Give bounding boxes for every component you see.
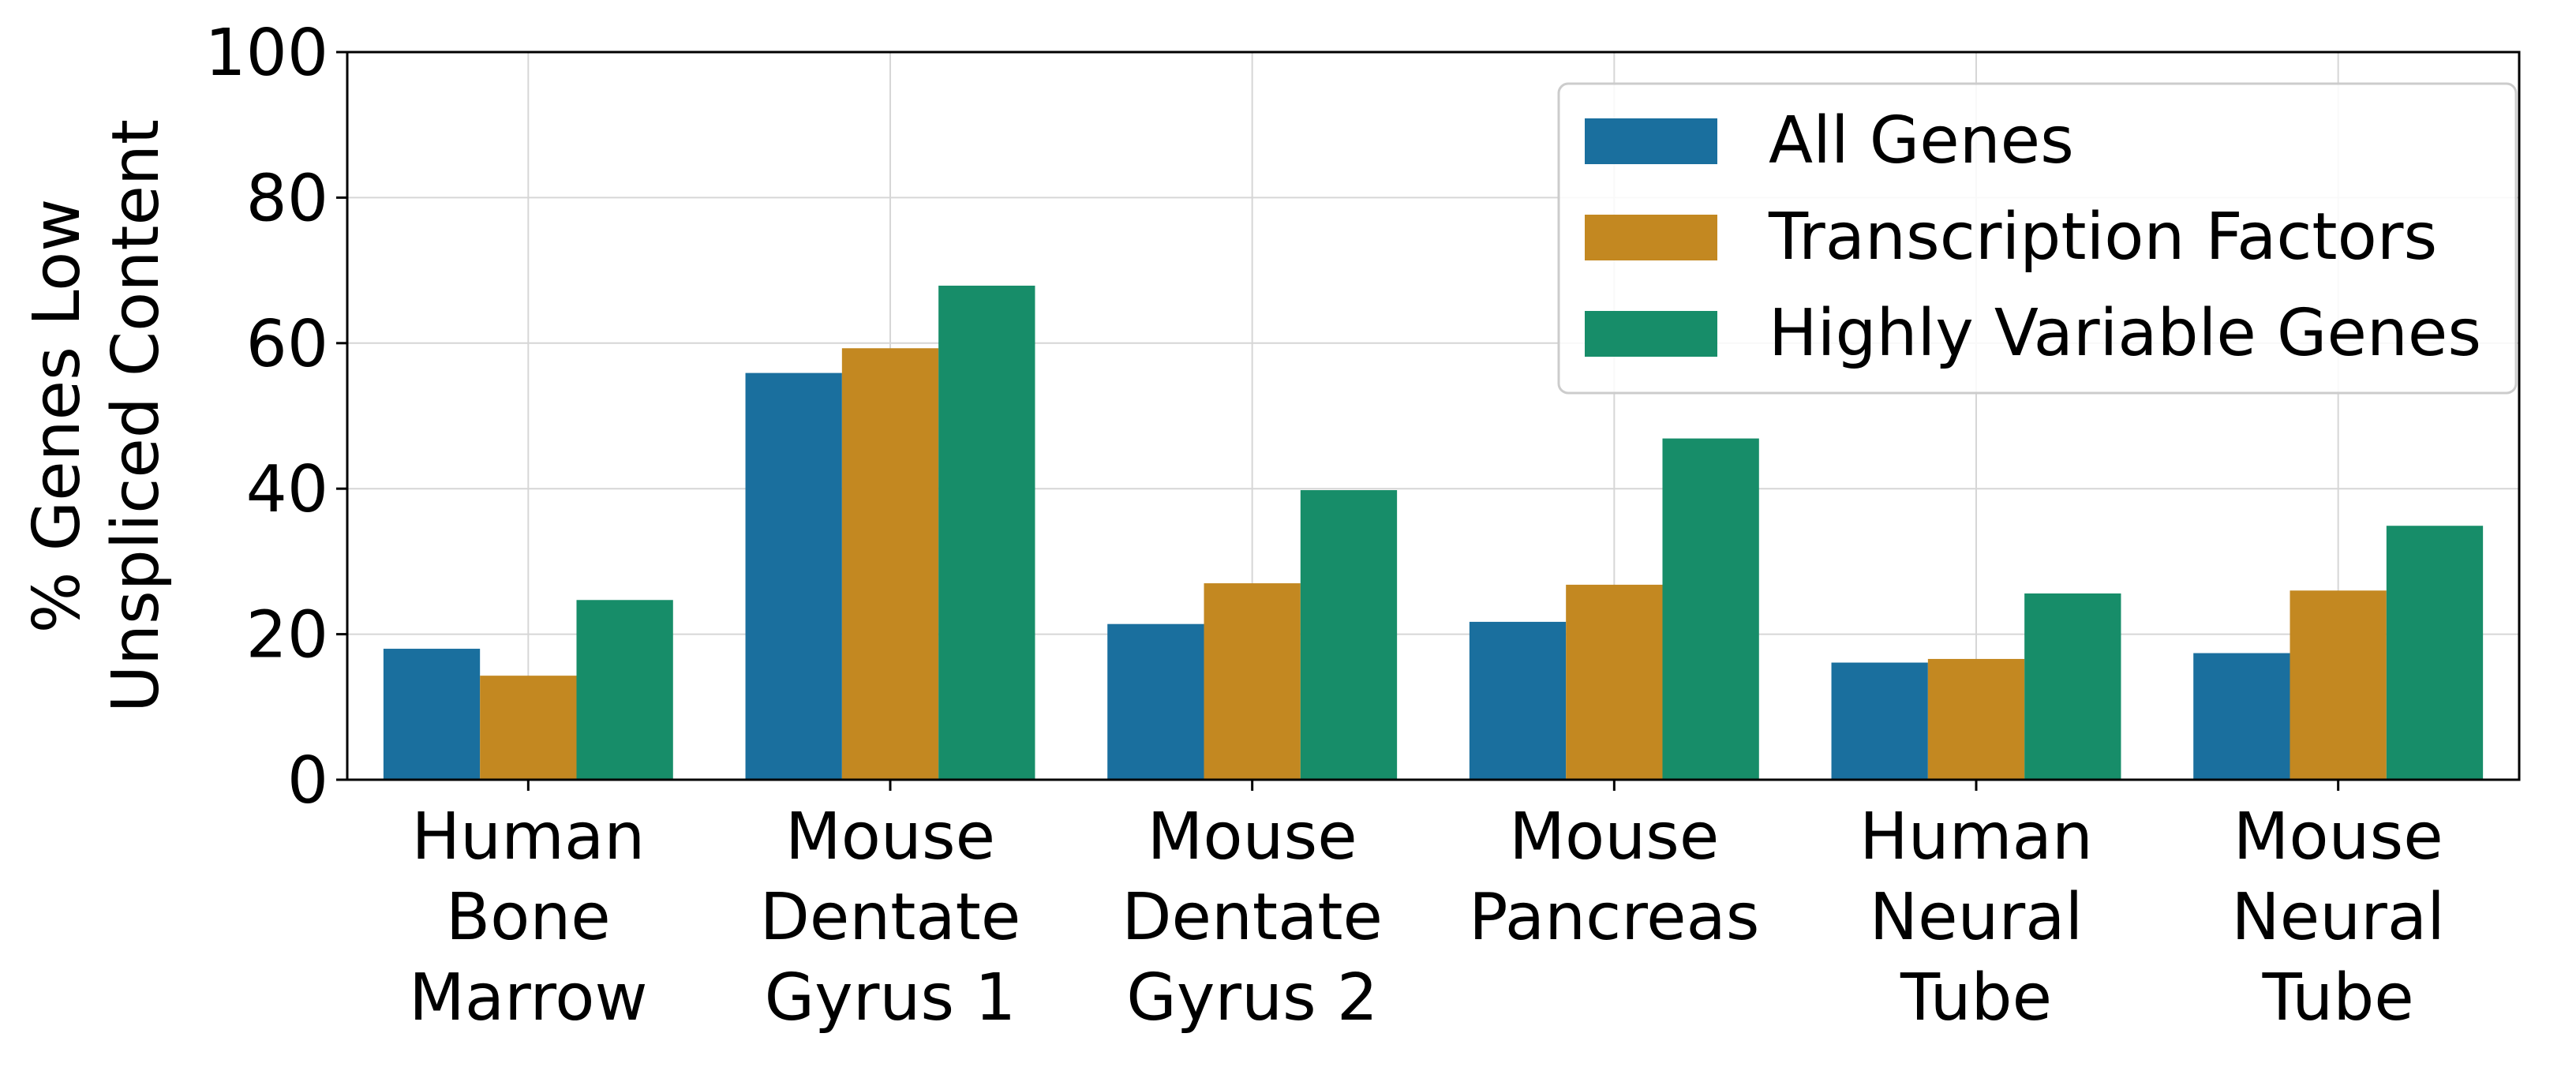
bars <box>383 285 2484 780</box>
bar <box>841 348 939 780</box>
bar <box>1300 490 1398 780</box>
bar <box>2193 653 2290 780</box>
bar <box>938 285 1035 780</box>
y-tick-label: 0 <box>287 743 328 818</box>
bar <box>1662 438 1759 780</box>
y-tick-label: 80 <box>246 161 328 236</box>
x-tick-label: Tube <box>2262 960 2414 1035</box>
legend-label: Highly Variable Genes <box>1769 296 2481 371</box>
x-tick-label: Human <box>1859 799 2093 874</box>
x-tick-label: Human <box>411 799 645 874</box>
bar <box>576 600 673 780</box>
y-tick-label: 100 <box>204 16 328 91</box>
legend-label: All Genes <box>1769 103 2074 178</box>
x-tick-label: Mouse <box>1148 799 1357 874</box>
y-tick-label: 40 <box>246 452 328 527</box>
legend-label: Transcription Factors <box>1768 200 2437 275</box>
legend-swatch <box>1585 215 1717 260</box>
x-tick-label: Dentate <box>760 880 1021 955</box>
x-tick-label: Bone <box>446 880 611 955</box>
bar <box>1469 621 1567 780</box>
y-axis-label: % Genes LowUnspliced Content <box>20 119 174 713</box>
x-tick-label: Tube <box>1900 960 2052 1035</box>
legend-swatch <box>1585 118 1717 164</box>
x-tick-label: Neural <box>1870 880 2084 955</box>
x-tick-label: Mouse <box>1509 799 1719 874</box>
bar <box>2386 526 2484 780</box>
x-tick-label: Neural <box>2231 880 2445 955</box>
y-axis-ticks: 0 20 40 60 80 100 <box>204 16 347 818</box>
bar <box>1204 583 1301 780</box>
bar <box>1927 658 2025 780</box>
bar <box>1831 662 1928 780</box>
x-tick-label: Gyrus 1 <box>765 960 1017 1035</box>
x-tick-label: Pancreas <box>1469 880 1759 955</box>
x-tick-label: Mouse <box>785 799 995 874</box>
bar <box>2290 590 2387 780</box>
bar <box>480 676 577 780</box>
bar <box>1566 584 1663 780</box>
legend-swatch <box>1585 311 1717 357</box>
legend: All Genes Transcription Factors Highly Var… <box>1557 82 2518 395</box>
bar <box>383 649 481 780</box>
y-axis-label-line: % Genes Low <box>20 199 95 634</box>
plot-frame <box>346 51 2521 781</box>
bar <box>2024 593 2121 780</box>
y-tick-label: 60 <box>246 307 328 382</box>
bar <box>745 373 842 780</box>
bar <box>1107 623 1204 780</box>
x-tick-label: Gyrus 2 <box>1126 960 1378 1035</box>
x-tick-label: Mouse <box>2233 799 2443 874</box>
legend-box <box>1557 82 2518 395</box>
x-tick-label: Dentate <box>1121 880 1383 955</box>
y-axis-label-line: Unspliced Content <box>99 119 174 713</box>
y-tick-label: 20 <box>246 598 328 673</box>
x-tick-label: Marrow <box>409 960 647 1035</box>
